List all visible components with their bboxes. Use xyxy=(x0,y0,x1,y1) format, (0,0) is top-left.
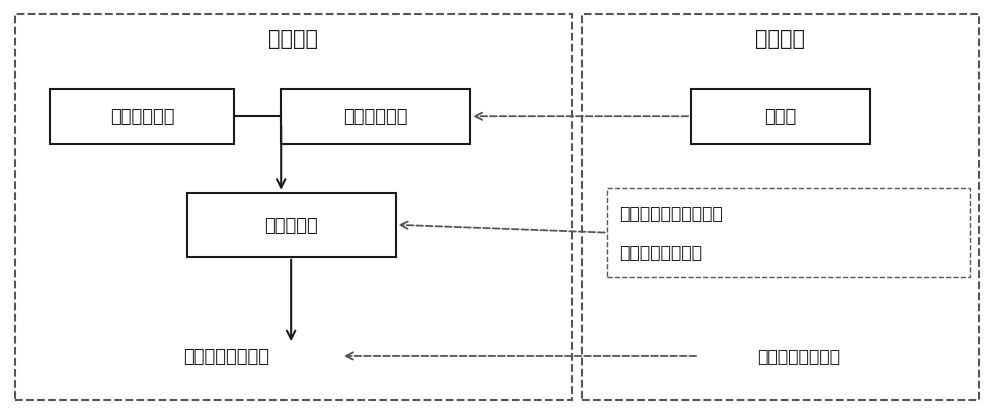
Text: 多孔介质材料: 多孔介质材料 xyxy=(343,108,408,126)
Text: 阴燃过程强度提升: 阴燃过程强度提升 xyxy=(619,244,702,262)
Bar xyxy=(281,89,470,145)
Text: 烟气排放污染严重: 烟气排放污染严重 xyxy=(184,347,270,365)
Bar xyxy=(582,14,979,400)
Bar xyxy=(607,189,970,278)
Text: 烟气污染成分降低: 烟气污染成分降低 xyxy=(757,347,840,365)
Bar xyxy=(187,193,396,257)
Text: 催化剂: 催化剂 xyxy=(764,108,797,126)
Bar xyxy=(15,14,572,400)
Text: 工艺优化: 工艺优化 xyxy=(755,29,805,49)
Text: 有机固废处置速率提升: 有机固废处置速率提升 xyxy=(619,204,723,222)
Text: 阴燃反应炉: 阴燃反应炉 xyxy=(264,216,318,234)
Text: 传统工艺: 传统工艺 xyxy=(268,29,318,49)
Bar xyxy=(50,89,234,145)
Bar xyxy=(691,89,870,145)
Text: 有机固废原料: 有机固废原料 xyxy=(110,108,174,126)
